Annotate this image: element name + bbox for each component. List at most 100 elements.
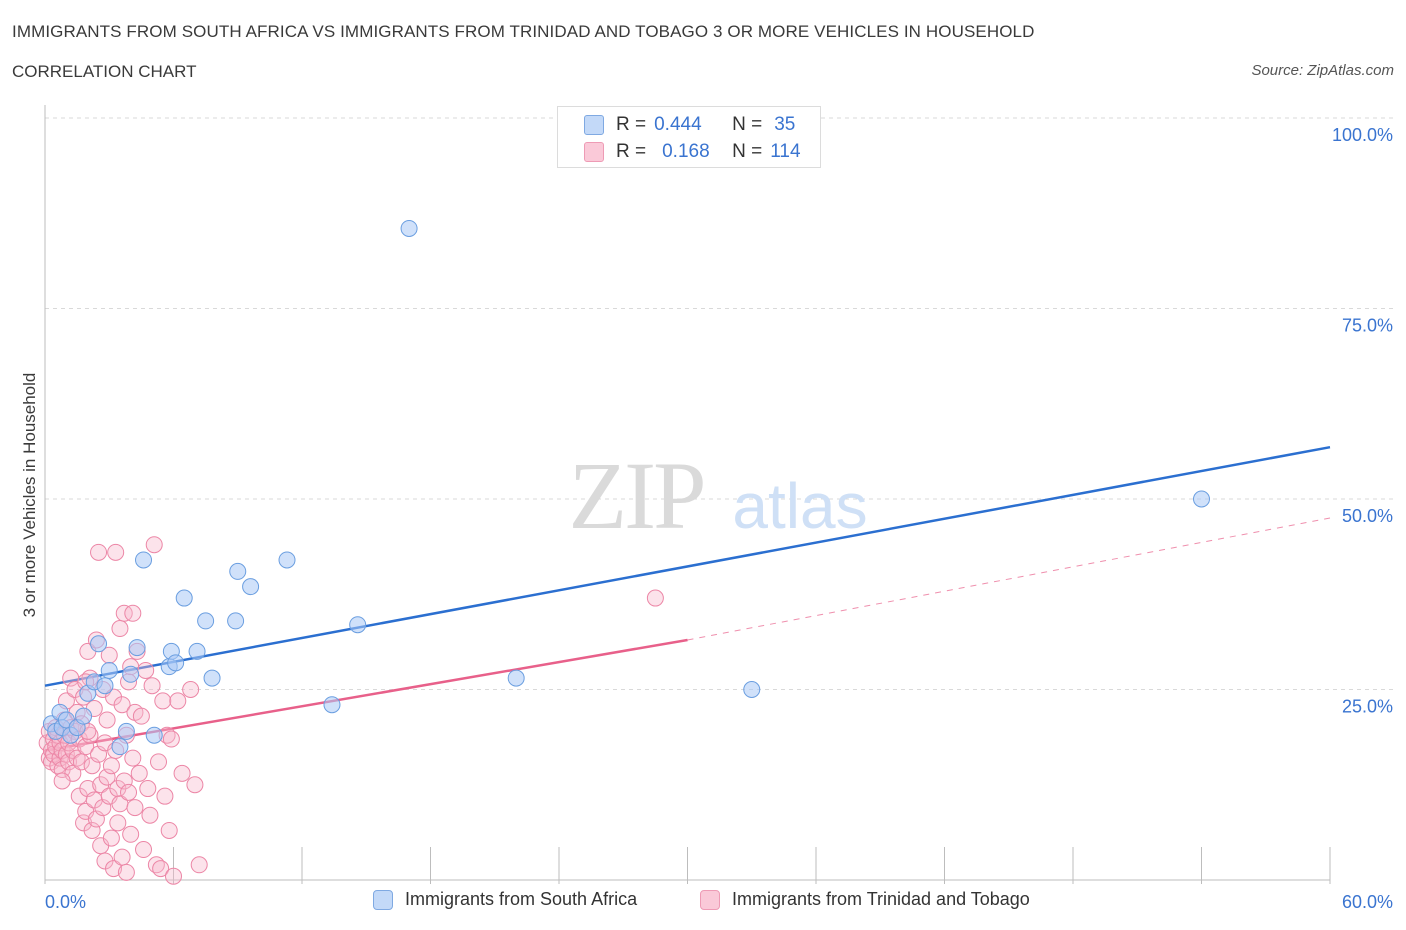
y-tick-label: 100.0% bbox=[1332, 125, 1393, 145]
y-tick-label: 25.0% bbox=[1342, 697, 1393, 717]
stats-r-value: 0.444 bbox=[654, 114, 702, 135]
legend-item-trinidad[interactable]: Immigrants from Trinidad and Tobago bbox=[700, 889, 1030, 910]
bottom-legend: Immigrants from South Africa Immigrants … bbox=[0, 889, 1406, 915]
stats-r-value: 0.168 bbox=[662, 141, 710, 162]
stats-swatch-blue bbox=[584, 115, 604, 135]
point-trinidad bbox=[98, 711, 116, 729]
point-south-africa bbox=[278, 551, 296, 569]
point-south-africa bbox=[400, 219, 418, 237]
stats-n-value: 114 bbox=[770, 141, 801, 162]
point-south-africa bbox=[203, 669, 221, 687]
point-trinidad bbox=[186, 776, 204, 794]
point-trinidad bbox=[156, 787, 174, 805]
stats-n-label: N = bbox=[732, 114, 763, 135]
point-south-africa bbox=[135, 551, 153, 569]
legend-swatch-pink bbox=[700, 889, 720, 910]
point-trinidad bbox=[173, 764, 191, 782]
point-trinidad bbox=[143, 677, 161, 695]
legend-item-south-africa[interactable]: Immigrants from South Africa bbox=[373, 889, 637, 910]
grid-layer bbox=[45, 117, 1395, 690]
chart-subtitle: CORRELATION CHART bbox=[12, 62, 197, 81]
point-south-africa bbox=[128, 639, 146, 657]
point-trinidad bbox=[169, 692, 187, 710]
y-tick-label: 75.0% bbox=[1342, 316, 1393, 336]
point-south-africa bbox=[349, 616, 367, 634]
point-trinidad bbox=[130, 764, 148, 782]
point-south-africa bbox=[323, 696, 341, 714]
point-south-africa bbox=[175, 589, 193, 607]
point-trinidad bbox=[132, 707, 150, 725]
stats-legend: R = 0.444 N = 35 R = 0.168 N = 114 bbox=[557, 106, 821, 168]
point-trinidad bbox=[109, 814, 127, 832]
y-tick-label: 50.0% bbox=[1342, 506, 1393, 526]
point-trinidad bbox=[60, 753, 78, 771]
point-trinidad bbox=[124, 749, 142, 767]
legend-swatch-blue bbox=[373, 889, 393, 910]
watermark: ZIP atlas bbox=[569, 442, 868, 549]
point-trinidad bbox=[152, 860, 170, 878]
point-trinidad bbox=[111, 620, 129, 638]
legend-label: Immigrants from Trinidad and Tobago bbox=[732, 889, 1030, 909]
point-trinidad bbox=[90, 543, 108, 561]
point-trinidad bbox=[124, 604, 142, 622]
stats-swatch-pink bbox=[584, 142, 604, 162]
data-points bbox=[38, 219, 1210, 885]
point-trinidad bbox=[102, 829, 120, 847]
point-trinidad bbox=[107, 543, 125, 561]
point-trinidad bbox=[113, 848, 131, 866]
x-tick-label: 0.0% bbox=[45, 892, 86, 912]
point-trinidad bbox=[182, 681, 200, 698]
point-south-africa bbox=[167, 654, 185, 672]
point-trinidad bbox=[137, 661, 155, 679]
point-trinidad bbox=[120, 783, 138, 801]
point-trinidad bbox=[162, 730, 180, 748]
point-south-africa bbox=[197, 612, 215, 630]
point-south-africa bbox=[111, 738, 129, 756]
point-trinidad bbox=[190, 856, 208, 874]
stats-row-trinidad: R = 0.168 N = 114 bbox=[584, 140, 801, 164]
trend-line-south-africa bbox=[44, 445, 1331, 687]
point-trinidad bbox=[145, 536, 163, 554]
point-trinidad bbox=[150, 753, 168, 771]
point-trinidad bbox=[102, 757, 120, 775]
point-south-africa bbox=[507, 669, 525, 687]
stats-row-south-africa: R = 0.444 N = 35 bbox=[584, 113, 795, 137]
point-south-africa bbox=[188, 642, 206, 660]
point-trinidad bbox=[105, 860, 123, 878]
x-tick-label: 60.0% bbox=[1342, 892, 1393, 912]
point-south-africa bbox=[96, 677, 114, 695]
point-south-africa bbox=[100, 661, 118, 679]
point-trinidad bbox=[160, 821, 178, 839]
point-trinidad bbox=[165, 867, 182, 885]
point-trinidad bbox=[126, 799, 144, 817]
point-trinidad bbox=[139, 780, 157, 798]
point-south-africa bbox=[75, 707, 93, 725]
point-trinidad bbox=[98, 768, 116, 786]
stats-r-label: R = bbox=[616, 141, 647, 162]
point-south-africa bbox=[117, 722, 135, 740]
point-south-africa bbox=[122, 665, 140, 683]
point-trinidad bbox=[113, 696, 131, 714]
trend-line-trinidad-extension bbox=[687, 517, 1331, 641]
point-trinidad bbox=[141, 806, 159, 824]
point-south-africa bbox=[743, 681, 761, 698]
point-south-africa bbox=[242, 578, 260, 596]
stats-n-label: N = bbox=[732, 141, 763, 162]
point-trinidad bbox=[122, 825, 140, 843]
point-trinidad bbox=[646, 589, 664, 607]
point-trinidad bbox=[154, 692, 172, 710]
watermark-zip: ZIP bbox=[569, 442, 704, 549]
point-trinidad bbox=[135, 841, 153, 859]
point-south-africa bbox=[145, 726, 163, 744]
point-south-africa bbox=[229, 562, 247, 580]
stats-r-label: R = bbox=[616, 114, 647, 135]
point-trinidad bbox=[115, 604, 133, 622]
point-south-africa bbox=[1193, 490, 1210, 508]
watermark-atlas: atlas bbox=[732, 470, 867, 542]
stats-n-value: 35 bbox=[774, 114, 796, 135]
point-south-africa bbox=[90, 635, 108, 653]
legend-label: Immigrants from South Africa bbox=[405, 889, 638, 909]
point-trinidad bbox=[53, 772, 71, 790]
point-south-africa bbox=[227, 612, 245, 630]
